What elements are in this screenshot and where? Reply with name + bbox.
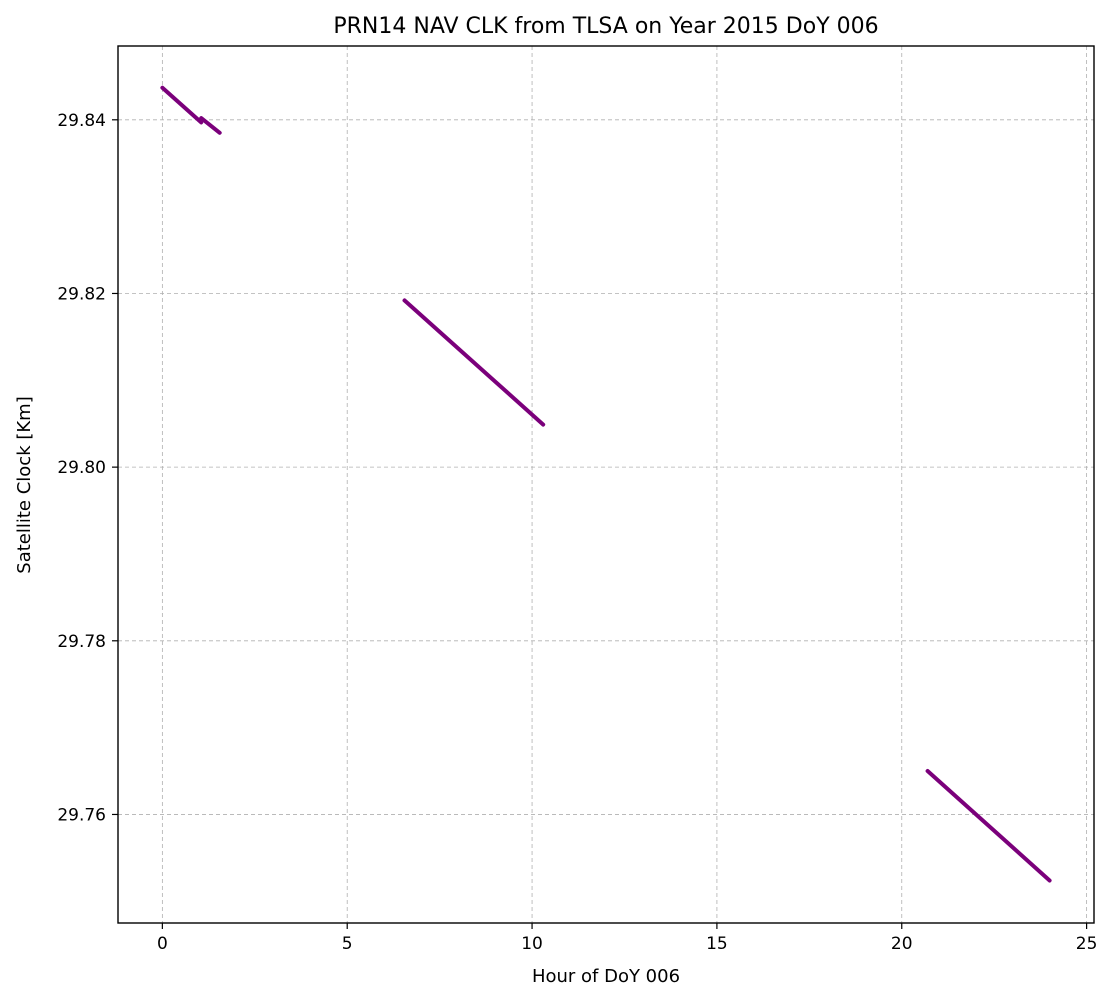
series-segment: [160, 85, 204, 125]
series-segment: [199, 116, 222, 135]
y-tick-label: 29.78: [57, 632, 106, 652]
x-axis-label: Hour of DoY 006: [532, 966, 680, 987]
y-tick-label: 29.84: [57, 111, 106, 131]
y-axis-label: Satellite Clock [Km]: [14, 396, 35, 573]
chart-title: PRN14 NAV CLK from TLSA on Year 2015 DoY…: [333, 14, 878, 39]
x-tick-label: 5: [342, 934, 353, 954]
ticks: 0 5 10 15 20 25 29.76 29.78 29.80 29.82 29.84: [57, 111, 1097, 954]
x-tick-label: 10: [521, 934, 543, 954]
series-segment: [402, 298, 546, 427]
x-tick-label: 25: [1076, 934, 1098, 954]
series-segment: [925, 769, 1052, 883]
x-tick-label: 20: [891, 934, 913, 954]
grid: [118, 46, 1094, 923]
y-tick-label: 29.82: [57, 284, 106, 304]
series-layer: [160, 85, 1052, 883]
plot-frame: [117, 45, 1095, 924]
y-tick-label: 29.76: [57, 805, 106, 825]
x-tick-label: 0: [157, 934, 168, 954]
y-tick-label: 29.80: [57, 458, 106, 478]
x-tick-label: 15: [706, 934, 728, 954]
